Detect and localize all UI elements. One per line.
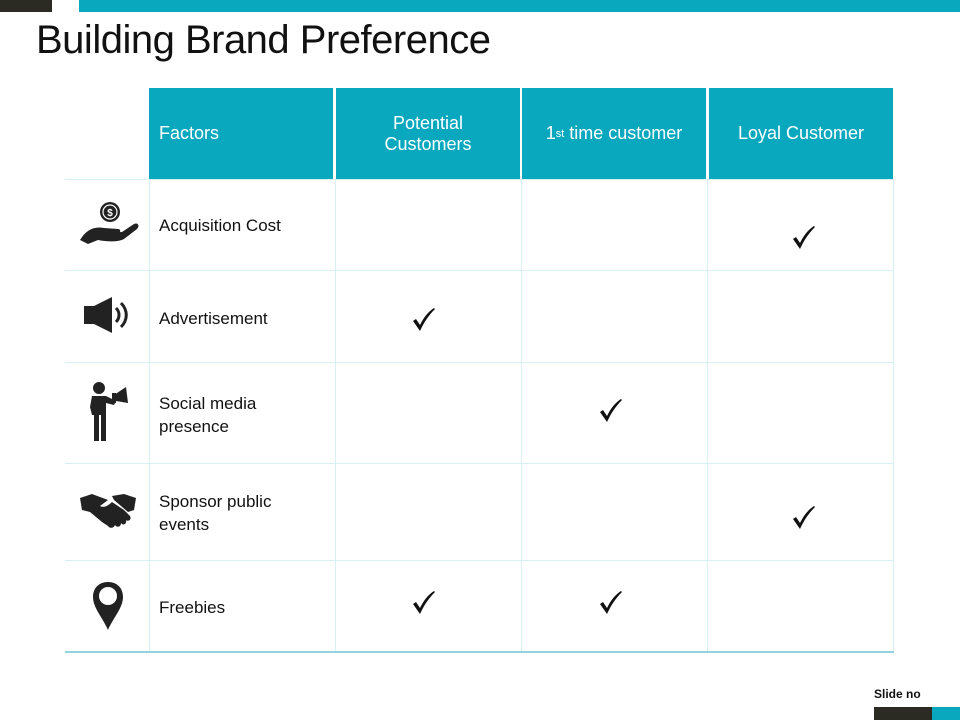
speaker-icon	[84, 297, 128, 333]
grid-line	[893, 179, 894, 652]
grid-line	[707, 179, 708, 652]
top-accent-dark	[0, 0, 52, 12]
top-accent-teal	[79, 0, 960, 12]
person-megaphone-icon	[90, 382, 128, 441]
page-title: Building Brand Preference	[36, 18, 491, 62]
grid-line	[335, 179, 336, 652]
grid-line	[65, 362, 894, 363]
slide-number-label: Slide no	[874, 687, 921, 701]
row-label: Freebies	[159, 598, 226, 617]
check-icon	[600, 591, 622, 614]
header-potential-customers: Potential Customers	[336, 88, 520, 179]
header-first-time-sup: st	[555, 127, 565, 140]
table-bottom-line	[65, 651, 894, 653]
row-label: Sponsor public events	[159, 492, 272, 534]
grid-line	[65, 179, 894, 180]
hand-coin-icon: $	[80, 202, 139, 244]
check-icon	[413, 591, 435, 614]
header-loyal-customer: Loyal Customer	[709, 88, 893, 179]
header-first-time-prefix: 1	[545, 123, 556, 143]
grid-line	[149, 179, 150, 652]
bottom-accent-teal	[932, 707, 960, 720]
row-label: Social media presence	[159, 394, 257, 436]
map-pin-icon	[93, 582, 123, 630]
handshake-icon	[80, 494, 136, 528]
check-icon	[793, 506, 815, 529]
check-icon	[793, 226, 815, 249]
row-label: Acquisition Cost	[159, 216, 281, 235]
row-label: Advertisement	[159, 309, 268, 328]
svg-text:$: $	[107, 208, 113, 219]
grid-line	[521, 179, 522, 652]
header-first-time-suffix: time customer	[564, 123, 683, 143]
check-icon	[600, 399, 622, 422]
grid-line	[65, 270, 894, 271]
header-factors: Factors	[149, 88, 333, 179]
grid-line	[65, 463, 894, 464]
bottom-accent-dark	[874, 707, 932, 720]
grid-line	[65, 560, 894, 561]
check-icon	[413, 308, 435, 331]
